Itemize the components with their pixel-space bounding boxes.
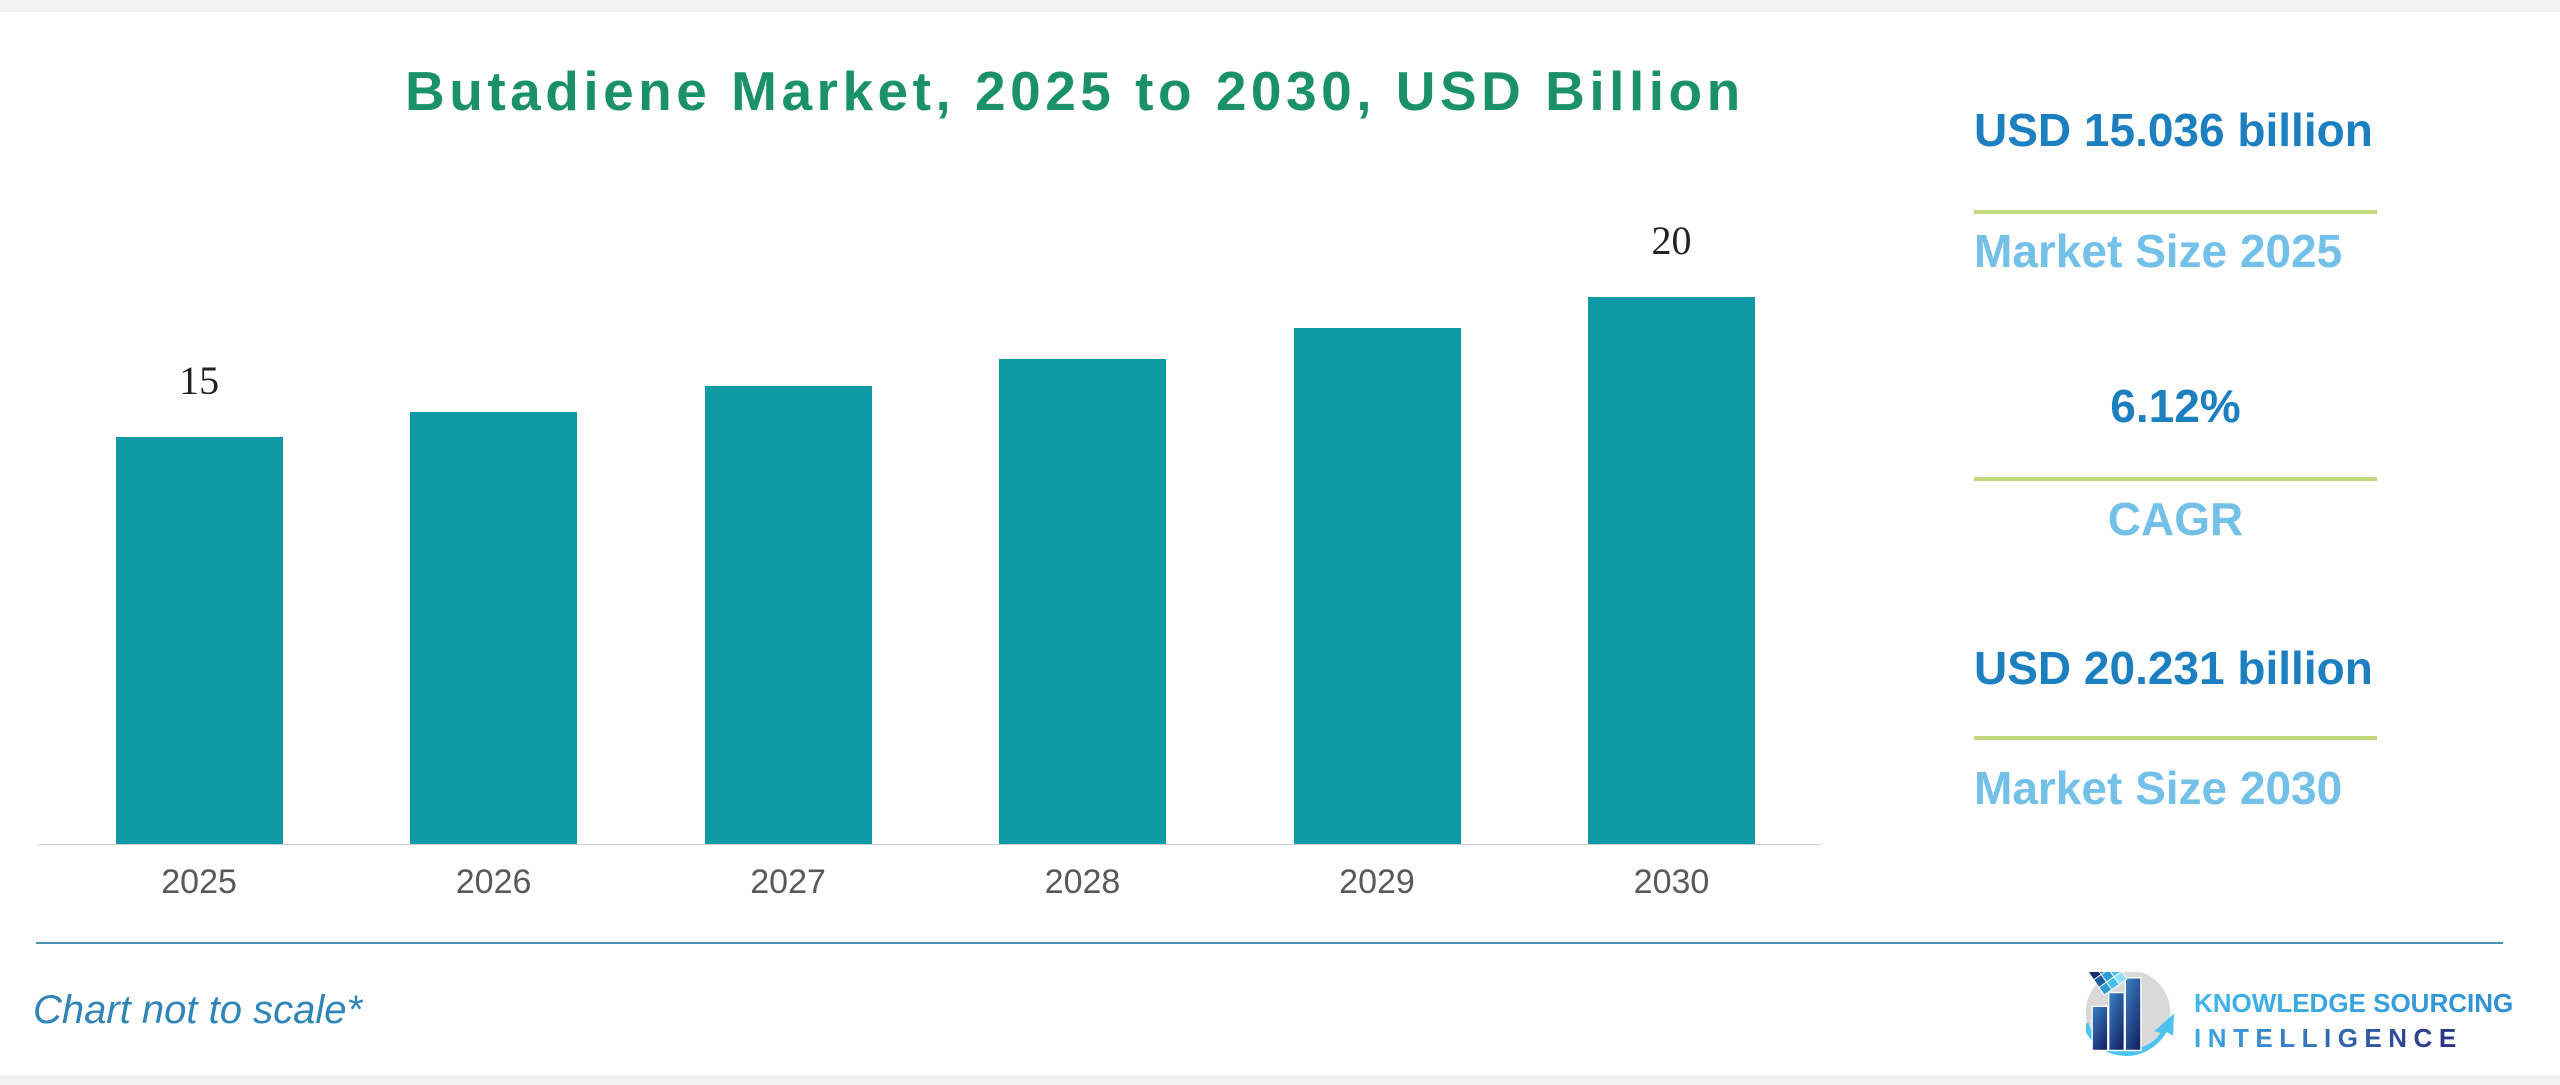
svg-text:KNOWLEDGE SOURCING: KNOWLEDGE SOURCING (2194, 988, 2513, 1018)
svg-text:INTELLIGENCE: INTELLIGENCE (2194, 1023, 2463, 1053)
